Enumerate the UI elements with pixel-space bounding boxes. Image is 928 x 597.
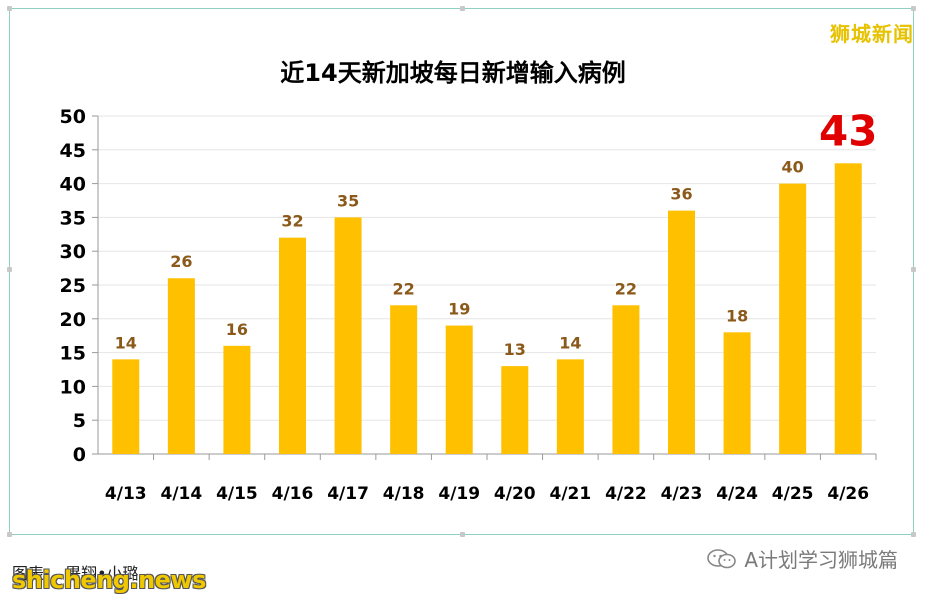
bar xyxy=(723,332,751,454)
bar xyxy=(279,237,306,454)
data-label: 19 xyxy=(448,300,470,319)
data-label: 26 xyxy=(170,252,192,271)
x-tick-label: 4/15 xyxy=(216,484,258,504)
x-tick-label: 4/18 xyxy=(383,484,425,504)
x-tick-label: 4/24 xyxy=(716,484,758,504)
bars xyxy=(112,163,862,454)
data-label: 16 xyxy=(226,320,248,339)
frame-handle[interactable] xyxy=(911,6,916,11)
chart-frame: 近14天新加坡每日新增输入病例 14 26 16 32 35 22 19 13 14 22 36 18… xyxy=(7,6,916,537)
y-tick-label: 15 xyxy=(60,343,86,365)
x-tick-label: 4/13 xyxy=(105,484,147,504)
data-label: 14 xyxy=(559,333,581,352)
chart-credit: 图表： 畢翔•小璐 xyxy=(12,564,139,583)
x-tick-label: 4/17 xyxy=(327,484,369,504)
y-tick-label: 50 xyxy=(60,106,86,128)
bar xyxy=(167,278,195,454)
frame-handle[interactable] xyxy=(7,532,12,537)
frame-handle[interactable] xyxy=(460,6,465,11)
bar xyxy=(334,217,362,454)
x-tick-label: 4/16 xyxy=(272,484,314,504)
brand-watermark-top-right: 狮城新闻 xyxy=(830,22,914,46)
y-tick-label: 40 xyxy=(60,174,86,196)
data-label: 43 xyxy=(819,106,877,155)
x-tick-label: 4/14 xyxy=(161,484,203,504)
axes xyxy=(92,115,877,460)
bar xyxy=(556,359,584,454)
x-tick-label: 4/26 xyxy=(827,484,869,504)
data-labels: 14 26 16 32 35 22 19 13 14 22 36 18 40 43 xyxy=(115,106,878,359)
bar xyxy=(779,183,807,454)
account-name: A计划学习狮城篇 xyxy=(744,548,898,572)
bar xyxy=(668,210,695,454)
x-tick-label: 4/20 xyxy=(494,484,536,504)
bar xyxy=(112,359,140,454)
frame-handle[interactable] xyxy=(460,532,465,537)
frame-handle[interactable] xyxy=(911,267,916,272)
y-tick-label: 25 xyxy=(60,275,86,297)
frame-handle[interactable] xyxy=(7,267,12,272)
y-tick-label: 35 xyxy=(60,207,86,229)
data-label: 18 xyxy=(726,306,748,325)
x-tick-label: 4/22 xyxy=(605,484,647,504)
data-label: 22 xyxy=(393,279,415,298)
bar xyxy=(501,366,529,454)
data-label: 36 xyxy=(670,185,692,204)
data-label: 22 xyxy=(615,279,637,298)
bar xyxy=(445,325,473,454)
frame-handle[interactable] xyxy=(7,6,12,11)
data-label: 32 xyxy=(281,212,303,231)
bar xyxy=(390,305,418,454)
site-watermark: shicheng.news xyxy=(12,566,206,594)
y-tick-label: 0 xyxy=(73,444,86,466)
y-tick-label: 30 xyxy=(60,241,86,263)
tick-labels: 0 5 10 15 20 25 30 35 40 45 50 4/13 4/14 4/15 4/16 4/17… xyxy=(60,106,870,504)
bar-chart: 近14天新加坡每日新增输入病例 14 26 16 32 35 22 19 13 14 22 36 18… xyxy=(60,59,878,504)
x-tick-label: 4/19 xyxy=(438,484,480,504)
wechat-icon xyxy=(706,548,738,570)
x-tick-label: 4/21 xyxy=(550,484,592,504)
y-tick-label: 10 xyxy=(60,376,86,398)
y-tick-label: 45 xyxy=(60,140,86,162)
x-tick-label: 4/23 xyxy=(661,484,703,504)
y-tick-label: 5 xyxy=(73,410,86,432)
chart-title: 近14天新加坡每日新增输入病例 xyxy=(280,59,625,87)
bar xyxy=(834,163,862,454)
data-label: 40 xyxy=(782,158,804,177)
data-label: 14 xyxy=(115,333,137,352)
data-label: 13 xyxy=(504,340,526,359)
grid-lines xyxy=(98,115,876,421)
bar xyxy=(612,305,640,454)
y-tick-label: 20 xyxy=(60,309,86,331)
account-watermark: A计划学习狮城篇 xyxy=(706,544,898,573)
frame-handle[interactable] xyxy=(911,532,916,537)
x-tick-label: 4/25 xyxy=(772,484,814,504)
bar xyxy=(223,345,251,454)
data-label: 35 xyxy=(337,191,359,210)
